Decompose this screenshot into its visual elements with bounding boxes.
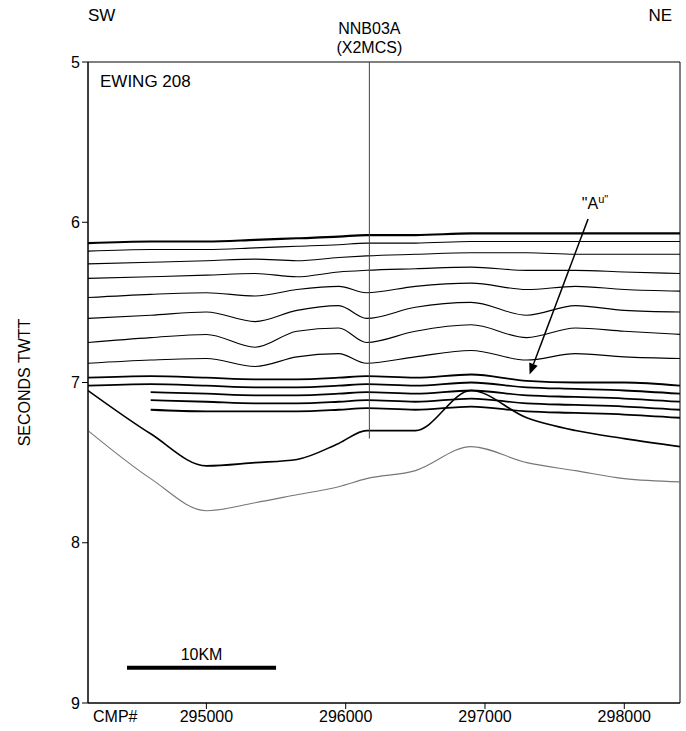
svg-text:SECONDS TWTT: SECONDS TWTT — [16, 318, 33, 446]
svg-text:8: 8 — [71, 534, 80, 551]
svg-text:9: 9 — [71, 695, 80, 712]
svg-text:298000: 298000 — [598, 708, 651, 725]
svg-text:10KM: 10KM — [181, 646, 223, 663]
svg-text:7: 7 — [71, 374, 80, 391]
svg-text:NNB03A: NNB03A — [338, 20, 401, 37]
html-text:EWING 208: EWING 208 — [100, 72, 191, 91]
svg-text:295000: 295000 — [180, 708, 233, 725]
svg-text:296000: 296000 — [319, 708, 372, 725]
svg-text:"Au": "Au" — [582, 193, 608, 212]
svg-text:CMP#: CMP# — [93, 708, 138, 725]
html-text:SW: SW — [88, 6, 116, 25]
svg-text:5: 5 — [71, 54, 80, 71]
svg-text:(X2MCS): (X2MCS) — [336, 39, 402, 56]
svg-text:6: 6 — [71, 214, 80, 231]
html-text:NE: NE — [648, 6, 672, 25]
svg-text:297000: 297000 — [458, 708, 511, 725]
